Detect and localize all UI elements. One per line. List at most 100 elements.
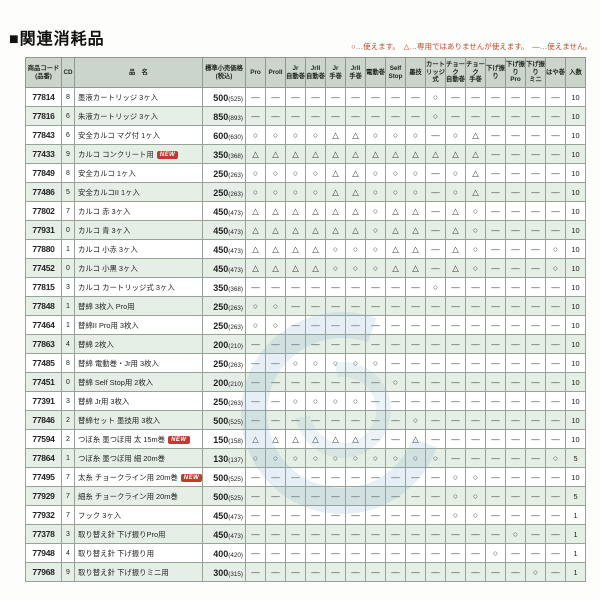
compat-mark: △ bbox=[405, 144, 426, 164]
price: 350(368) bbox=[202, 277, 246, 297]
consumables-table: 商品コード (品番) CD 品 名 標準小売価格 (税込) Pro ProII Jr… bbox=[25, 57, 586, 582]
price: 600(630) bbox=[202, 125, 246, 145]
compat-mark: — bbox=[425, 258, 446, 278]
compat-mark: △ bbox=[265, 429, 286, 449]
compat-mark: ○ bbox=[345, 448, 366, 468]
cd-digit: 2 bbox=[61, 429, 75, 449]
compat-mark: — bbox=[445, 353, 466, 373]
cd-digit: 6 bbox=[61, 125, 75, 145]
compat-mark: △ bbox=[345, 220, 366, 240]
compat-mark: — bbox=[445, 524, 466, 544]
compat-mark: — bbox=[265, 486, 286, 506]
compat-mark: △ bbox=[305, 201, 326, 221]
compat-mark: △ bbox=[345, 429, 366, 449]
compat-mark: — bbox=[285, 334, 306, 354]
column-header-machine-11: チョーク 手巻 bbox=[465, 57, 486, 88]
qty-value: 10 bbox=[565, 467, 586, 487]
compat-mark: △ bbox=[305, 258, 326, 278]
compat-mark: — bbox=[525, 353, 546, 373]
product-name-text: 墨液カートリッジ 3ヶ入 bbox=[78, 92, 159, 102]
product-code: 77932 bbox=[25, 505, 62, 525]
column-header-machine-12: 下げ振り bbox=[485, 57, 506, 88]
compat-mark: ○ bbox=[545, 448, 566, 468]
compat-mark: — bbox=[525, 125, 546, 145]
compat-mark: ○ bbox=[325, 391, 346, 411]
compat-mark: — bbox=[545, 182, 566, 202]
price-main: 150 bbox=[213, 435, 229, 445]
product-code: 77863 bbox=[25, 334, 62, 354]
compat-mark: — bbox=[245, 467, 266, 487]
compat-mark: ○ bbox=[425, 106, 446, 126]
compat-mark: — bbox=[505, 144, 526, 164]
compat-mark: — bbox=[425, 372, 446, 392]
qty-value: 10 bbox=[565, 201, 586, 221]
compat-mark: — bbox=[305, 410, 326, 430]
compat-mark: — bbox=[445, 372, 466, 392]
compat-mark: — bbox=[425, 562, 446, 582]
product-name: 替綿 2枚入 bbox=[74, 334, 203, 354]
compat-mark: ○ bbox=[465, 220, 486, 240]
compat-mark: — bbox=[505, 467, 526, 487]
product-name: つぼ糸 墨つぼ用 太 15m巻 NEW bbox=[74, 429, 203, 449]
qty-value: 10 bbox=[565, 106, 586, 126]
compat-mark: — bbox=[465, 296, 486, 316]
compat-mark: — bbox=[485, 448, 506, 468]
compat-mark: ○ bbox=[405, 182, 426, 202]
cd-digit: 1 bbox=[61, 448, 75, 468]
product-code: 77846 bbox=[25, 410, 62, 430]
compat-mark: △ bbox=[265, 144, 286, 164]
compat-mark: ○ bbox=[325, 239, 346, 259]
qty-value: 5 bbox=[565, 448, 586, 468]
compat-mark: ○ bbox=[545, 258, 566, 278]
product-name: 細糸 チョークライン用 20m巻 bbox=[74, 486, 203, 506]
compat-mark: ○ bbox=[405, 448, 426, 468]
compat-mark: — bbox=[345, 486, 366, 506]
compat-mark: — bbox=[245, 87, 266, 107]
compat-mark: — bbox=[305, 87, 326, 107]
compat-mark: △ bbox=[325, 182, 346, 202]
price: 500(525) bbox=[202, 486, 246, 506]
compat-mark: — bbox=[285, 505, 306, 525]
compat-mark: ○ bbox=[365, 353, 386, 373]
compat-mark: ○ bbox=[405, 125, 426, 145]
compat-mark: — bbox=[265, 106, 286, 126]
compat-mark: △ bbox=[285, 429, 306, 449]
compat-mark: △ bbox=[445, 220, 466, 240]
compat-mark: — bbox=[425, 353, 446, 373]
compat-mark: — bbox=[505, 296, 526, 316]
compat-mark: — bbox=[405, 353, 426, 373]
product-name-text: 安全カルコ 1ヶ入 bbox=[78, 168, 136, 178]
compat-mark: — bbox=[305, 505, 326, 525]
compat-mark: — bbox=[445, 429, 466, 449]
compat-mark: — bbox=[405, 486, 426, 506]
compat-mark: — bbox=[465, 429, 486, 449]
compat-mark: — bbox=[305, 334, 326, 354]
compat-mark: — bbox=[525, 163, 546, 183]
product-name-text: つぼ糸 墨つぼ用 太 15m巻 bbox=[78, 434, 166, 444]
product-name-text: 替綿 電動巻・Jr用 3枚入 bbox=[78, 358, 159, 368]
compat-mark: — bbox=[325, 296, 346, 316]
compat-mark: △ bbox=[325, 201, 346, 221]
compat-mark: — bbox=[365, 486, 386, 506]
compat-mark: — bbox=[525, 410, 546, 430]
price: 450(473) bbox=[202, 258, 246, 278]
compat-mark: ○ bbox=[445, 125, 466, 145]
compat-mark: △ bbox=[365, 144, 386, 164]
compat-mark: — bbox=[505, 220, 526, 240]
cd-digit: 7 bbox=[61, 201, 75, 221]
table-row: 77864 1 つぼ糸 墨つぼ用 細 20m巻 130(137) ○ ○ ○ ○ ○ ○ ○ ○ ○ ○ —… bbox=[25, 448, 586, 468]
compat-mark: — bbox=[485, 87, 506, 107]
compat-mark: △ bbox=[245, 201, 266, 221]
compat-mark: — bbox=[525, 182, 546, 202]
compat-mark: — bbox=[365, 334, 386, 354]
compat-mark: — bbox=[485, 429, 506, 449]
compat-mark: — bbox=[545, 391, 566, 411]
column-header-name: 品 名 bbox=[74, 57, 203, 88]
table-row: 77849 8 安全カルコ 1ヶ入 250(263) ○ ○ ○ ○ △ △ ○ ○ ○ — ○ △ — — — —1… bbox=[25, 163, 586, 183]
compat-mark: — bbox=[465, 410, 486, 430]
table-row: 77594 2 つぼ糸 墨つぼ用 太 15m巻 NEW 150(158) △ △ △ △ △ △ — —… bbox=[25, 429, 586, 449]
product-code: 77864 bbox=[25, 448, 62, 468]
price-tax-included: (210) bbox=[228, 343, 243, 350]
compat-mark: — bbox=[245, 106, 266, 126]
compat-mark: — bbox=[485, 106, 506, 126]
